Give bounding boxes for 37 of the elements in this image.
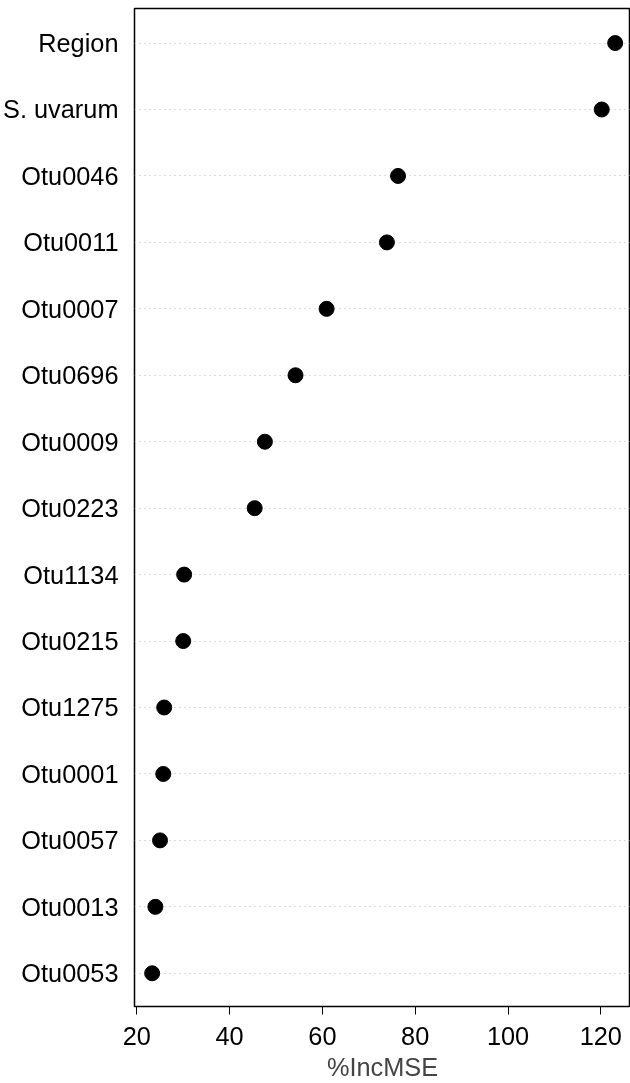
point: [156, 699, 173, 716]
point: [246, 500, 263, 517]
y-tick-label: Otu1275: [21, 693, 119, 722]
y-tick-label: Region: [38, 29, 119, 58]
y-tick-label: Otu0215: [21, 627, 119, 656]
y-tick-label: Otu0009: [21, 427, 119, 456]
point: [152, 832, 169, 849]
y-tick-label: Otu1134: [23, 560, 119, 589]
x-tick-label: 100: [486, 1021, 530, 1050]
y-tick-label: Otu0053: [21, 959, 119, 988]
point: [147, 898, 164, 915]
x-axis-title: %IncMSE: [326, 1052, 439, 1081]
point: [378, 234, 395, 251]
point: [287, 367, 304, 384]
x-tick-label: 20: [122, 1021, 151, 1050]
point: [390, 167, 407, 184]
y-tick-label: S. uvarum: [3, 95, 119, 124]
x-tick-label: 120: [579, 1021, 622, 1050]
point: [318, 300, 335, 317]
y-tick-label: Otu0696: [21, 361, 119, 390]
y-tick-label: Otu0001: [21, 759, 119, 788]
y-tick-label: Otu0007: [21, 294, 119, 323]
y-tick-label: Otu0057: [21, 826, 119, 855]
point: [593, 101, 610, 118]
point: [256, 433, 273, 450]
y-tick-label: Otu0223: [21, 494, 119, 523]
y-tick-label: Otu0046: [21, 161, 119, 190]
x-tick-label: 60: [308, 1021, 337, 1050]
y-tick-label: Otu0011: [23, 228, 119, 257]
point: [176, 566, 193, 583]
point: [144, 965, 161, 982]
point: [607, 35, 624, 52]
y-tick-label: Otu0013: [21, 892, 119, 921]
point: [175, 633, 192, 650]
x-tick-label: 80: [401, 1021, 430, 1050]
x-tick-label: 40: [215, 1021, 244, 1050]
point: [155, 765, 172, 782]
